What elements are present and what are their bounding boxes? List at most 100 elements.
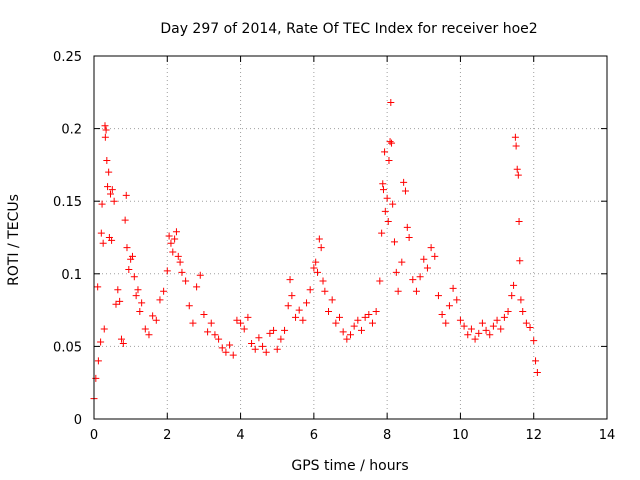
data-point-marker [471, 335, 479, 343]
data-point-marker [445, 302, 453, 310]
data-point-marker [248, 339, 256, 347]
data-point-marker [416, 273, 424, 281]
data-point-marker [94, 357, 102, 365]
data-point-marker [299, 316, 307, 324]
x-tick-label: 10 [452, 428, 469, 443]
data-point-marker [255, 334, 263, 342]
data-point-marker [512, 142, 520, 150]
data-point-marker [314, 268, 322, 276]
data-point-marker [486, 331, 494, 339]
data-point-marker [409, 276, 417, 284]
chart-title: Day 297 of 2014, Rate Of TEC Index for r… [160, 21, 537, 37]
data-point-marker [295, 306, 303, 314]
data-point-marker [368, 319, 376, 327]
plot-area-frame [93, 55, 608, 420]
y-tick-label: 0 [74, 413, 82, 428]
data-point-marker [182, 277, 190, 285]
grid-lines [94, 56, 607, 419]
data-point-marker [372, 308, 380, 316]
data-point-marker [384, 218, 392, 226]
data-point-marker [121, 216, 129, 224]
data-point-marker [266, 329, 274, 337]
data-point-marker [104, 183, 112, 191]
data-point-marker [215, 335, 223, 343]
data-point-marker [510, 281, 518, 289]
data-point-marker [325, 308, 333, 316]
data-point-marker [453, 296, 461, 304]
data-point-marker [478, 319, 486, 327]
data-point-marker [100, 325, 108, 333]
data-point-marker [286, 276, 294, 284]
data-point-marker [218, 344, 226, 352]
data-point-marker [130, 273, 138, 281]
data-point-marker [119, 339, 127, 347]
data-point-marker [328, 296, 336, 304]
data-point-marker [392, 268, 400, 276]
data-point-marker [108, 186, 116, 194]
data-point-marker [412, 287, 420, 295]
data-point-marker [315, 235, 323, 243]
data-point-marker [394, 287, 402, 295]
data-point-marker [475, 329, 483, 337]
data-point-marker [378, 229, 386, 237]
data-point-marker [357, 326, 365, 334]
data-point-marker [233, 316, 241, 324]
data-point-marker [511, 133, 519, 141]
y-tick-label: 0.05 [53, 340, 82, 355]
data-point-marker [387, 98, 395, 106]
data-point-marker [141, 325, 149, 333]
data-point-marker [108, 236, 116, 244]
data-point-marker [145, 331, 153, 339]
data-point-marker [303, 299, 311, 307]
data-point-marker [196, 271, 204, 279]
data-point-marker [114, 286, 122, 294]
x-tick-label: 0 [90, 428, 98, 443]
data-point-marker [132, 292, 140, 300]
data-point-marker [204, 328, 212, 336]
data-point-marker [497, 325, 505, 333]
data-point-marker [514, 171, 522, 179]
data-markers [90, 98, 541, 403]
data-point-marker [171, 235, 179, 243]
data-point-marker [185, 302, 193, 310]
data-point-marker [251, 345, 259, 353]
data-point-marker [467, 325, 475, 333]
data-point-marker [449, 284, 457, 292]
data-point-marker [343, 335, 351, 343]
data-point-marker [160, 287, 168, 295]
data-point-marker [226, 341, 234, 349]
data-point-marker [136, 308, 144, 316]
y-tick-label: 0.1 [61, 268, 82, 283]
y-tick-label: 0.2 [61, 123, 82, 138]
data-point-marker [189, 319, 197, 327]
data-point-marker [284, 302, 292, 310]
x-tick-label: 12 [525, 428, 542, 443]
data-point-marker [321, 287, 329, 295]
data-point-marker [156, 296, 164, 304]
data-point-marker [110, 197, 118, 205]
data-point-marker [526, 324, 534, 332]
data-point-marker [92, 374, 100, 382]
data-point-marker [381, 207, 389, 215]
data-point-marker [482, 326, 490, 334]
data-point-marker [383, 194, 391, 202]
data-point-marker [262, 348, 270, 356]
data-point-marker [400, 178, 408, 186]
data-point-marker [530, 337, 538, 345]
x-tick-label: 6 [310, 428, 318, 443]
data-point-marker [516, 257, 524, 265]
data-point-marker [386, 138, 394, 146]
data-point-marker [489, 322, 497, 330]
data-point-marker [317, 244, 325, 252]
data-point-marker [515, 218, 523, 226]
data-point-marker [347, 331, 354, 339]
data-point-marker [134, 286, 142, 294]
data-point-marker [390, 238, 398, 246]
data-point-marker [532, 357, 540, 365]
data-point-marker [240, 325, 248, 333]
data-point-marker [222, 348, 230, 356]
data-point-marker [117, 335, 125, 343]
data-point-marker [310, 264, 318, 272]
data-point-marker [385, 157, 393, 165]
x-axis-title: GPS time / hours [291, 458, 408, 474]
